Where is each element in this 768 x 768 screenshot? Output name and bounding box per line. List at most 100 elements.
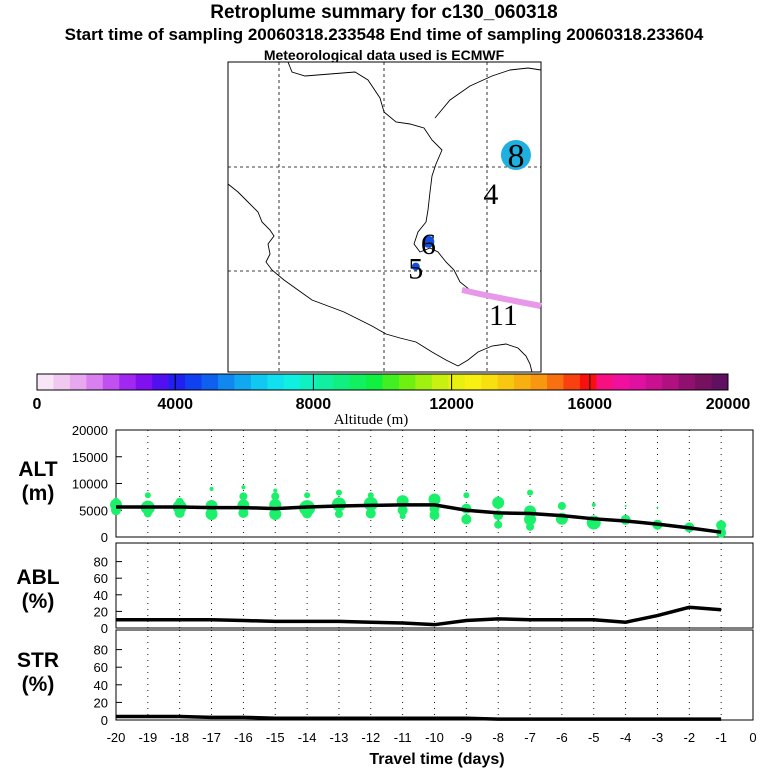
colorbar-swatch (217, 374, 235, 390)
altitude-point (335, 489, 342, 496)
altitude-point (463, 492, 470, 499)
altitude-point (209, 486, 214, 491)
colorbar-swatch (168, 374, 186, 390)
x-tick-label: -17 (202, 730, 221, 745)
colorbar-swatch (69, 374, 87, 390)
cluster-marker-6 (422, 235, 435, 248)
x-tick-label: -10 (425, 730, 444, 745)
altitude-point (205, 507, 218, 520)
x-tick-label: -15 (266, 730, 285, 745)
y-tick-label: 40 (94, 678, 108, 693)
series-line (116, 714, 722, 721)
colorbar-swatch (662, 374, 680, 390)
altitude-point (494, 520, 503, 529)
colorbar-swatch (283, 374, 301, 390)
trajectory-cluster-11 (461, 287, 542, 309)
alt-panel-label: ALT (18, 458, 57, 481)
colorbar-swatch (645, 374, 663, 390)
colorbar-swatch (695, 374, 713, 390)
y-tick-label: 0 (101, 713, 108, 728)
y-tick-label: 80 (94, 643, 108, 658)
map-panel: 84 65 11 (227, 61, 542, 373)
colorbar-swatch (678, 374, 696, 390)
altitude-point (144, 492, 151, 499)
colorbar-swatch (497, 374, 515, 390)
colorbar-swatch (711, 374, 729, 390)
colorbar-swatch (382, 374, 400, 390)
sampling-times: Start time of sampling 20060318.233548 E… (64, 25, 704, 44)
altitude-point (526, 522, 535, 531)
x-tick-label: -9 (461, 730, 473, 745)
y-tick-label: 0 (101, 621, 108, 636)
altitude-point (656, 506, 659, 509)
series-line (116, 605, 722, 627)
colorbar-swatch (349, 374, 367, 390)
altitude-point (624, 504, 627, 507)
altitude-colorbar: 0 4000 8000 12000 16000 20000 (33, 373, 751, 413)
y-tick-label: 15000 (72, 450, 108, 465)
y-tick-label: 0 (101, 530, 108, 545)
altitude-point (334, 509, 343, 518)
altitude-point (238, 507, 249, 518)
altitude-point (174, 507, 185, 518)
y-tick-label: 5000 (79, 503, 108, 518)
x-tick-label: -3 (652, 730, 664, 745)
alt-panel-unit: (m) (22, 482, 55, 505)
altitude-point (113, 497, 119, 504)
altitude-point (591, 502, 596, 507)
altitude-point (271, 492, 280, 501)
colorbar-tick-label: 20000 (706, 396, 751, 413)
x-axis-label: Travel time (days) (369, 751, 504, 768)
altitude-point (239, 492, 248, 501)
altitude-point (273, 488, 278, 493)
colorbar-tick-label: 0 (33, 396, 42, 413)
altitude-point (492, 496, 505, 509)
altitude-point (365, 508, 376, 519)
cluster-marker-8 (500, 140, 531, 170)
x-tick-label: -19 (138, 730, 157, 745)
x-tick-label: -4 (620, 730, 632, 745)
cluster-label-4: 4 (483, 178, 498, 211)
colorbar-swatch (366, 374, 383, 390)
altitude-point (175, 497, 184, 506)
colorbar-swatch (300, 374, 318, 390)
colorbar-swatch (333, 374, 351, 390)
map-gridlines (228, 62, 541, 372)
altitude-point (527, 489, 534, 496)
cluster-label-8: 8 (507, 138, 524, 175)
y-tick-label: 20 (94, 695, 108, 710)
y-tick-label: 20000 (72, 423, 108, 438)
x-tick-label: -11 (394, 730, 412, 745)
x-tick-label: -20 (107, 730, 126, 745)
altitude-point (429, 510, 440, 521)
colorbar-swatch (86, 374, 104, 390)
str-panel-label: STR (17, 649, 59, 672)
colorbar-tick-label: 4000 (157, 396, 193, 413)
colorbar-label: Altitude (m) (334, 412, 409, 428)
colorbar-swatch (152, 374, 170, 390)
y-tick-label: 80 (94, 555, 108, 570)
altitude-point (241, 485, 246, 490)
colorbar-swatch (464, 374, 482, 390)
colorbar-swatch (234, 374, 252, 390)
colorbar-swatch (448, 374, 466, 390)
panel-frame (115, 629, 754, 721)
colorbar-swatch (119, 374, 137, 390)
met-data-label: Meteorological data used is ECMWF (263, 47, 505, 63)
y-tick-label: 60 (94, 660, 108, 675)
altitude-point (399, 513, 406, 520)
colorbar-tick-label: 12000 (429, 396, 474, 413)
cluster-label-5: 5 (408, 253, 423, 286)
cluster-marker-5 (411, 262, 420, 271)
x-tick-label: -14 (298, 730, 317, 745)
colorbar-swatch (431, 374, 449, 390)
altitude-point (143, 509, 152, 518)
x-tick-label: -18 (170, 730, 189, 745)
colorbar-swatch (612, 374, 630, 390)
colorbar-swatch (102, 374, 120, 390)
x-tick-label: -5 (588, 730, 600, 745)
colorbar-swatch (481, 374, 499, 390)
colorbar-swatch (563, 374, 581, 390)
x-tick-label: -6 (556, 730, 568, 745)
x-tick-label: -12 (361, 730, 380, 745)
